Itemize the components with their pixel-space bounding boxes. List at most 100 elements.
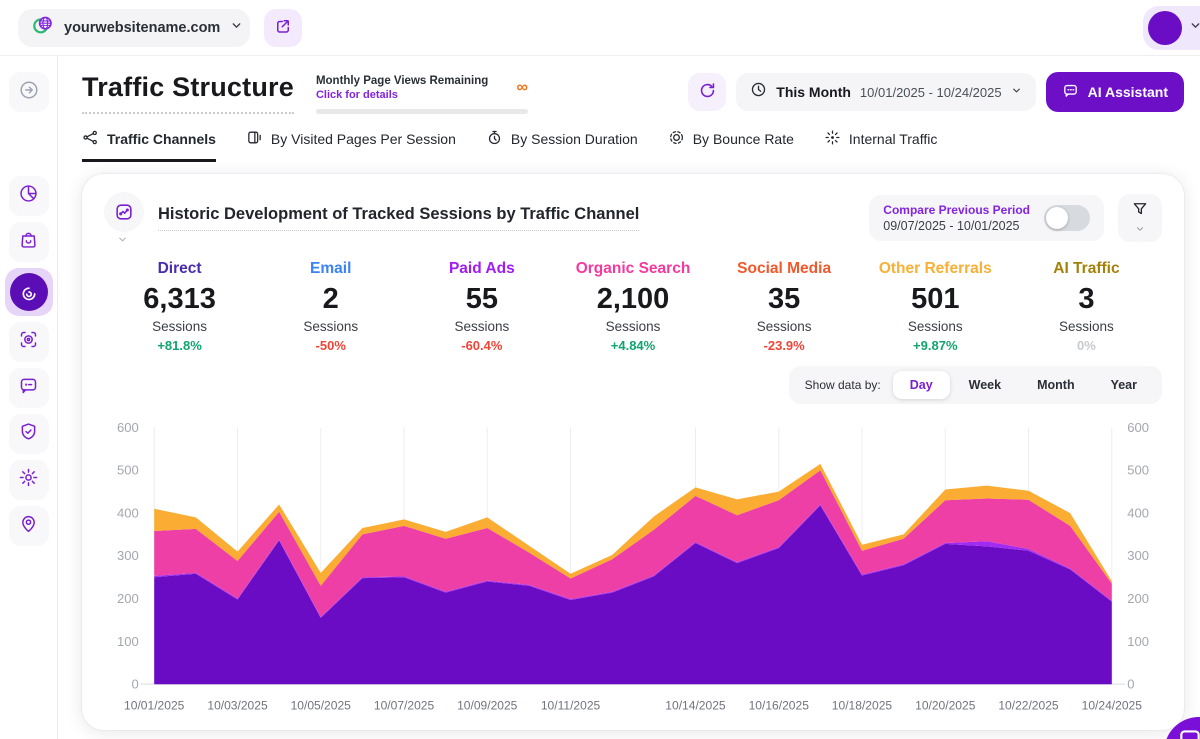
external-link-icon — [274, 17, 292, 38]
stat-value: 35 — [768, 283, 801, 315]
stat-value: 6,313 — [143, 283, 216, 315]
chart-type-selector[interactable] — [104, 192, 144, 244]
funnel-icon — [1131, 200, 1149, 221]
tab-label: Traffic Channels — [107, 131, 216, 147]
svg-text:10/11/2025: 10/11/2025 — [541, 698, 601, 712]
filter-button[interactable] — [1118, 194, 1162, 242]
stat-paid-ads[interactable]: Paid Ads 55 Sessions -60.4% — [406, 260, 557, 353]
svg-text:10/22/2025: 10/22/2025 — [998, 698, 1059, 712]
svg-text:10/24/2025: 10/24/2025 — [1082, 698, 1143, 712]
stat-direct[interactable]: Direct 6,313 Sessions +81.8% — [104, 260, 255, 353]
stat-unit: Sessions — [1059, 319, 1114, 334]
stat-change: +9.87% — [913, 338, 958, 353]
refresh-button[interactable] — [688, 73, 727, 111]
website-logo-globe-icon — [32, 14, 54, 41]
stat-social-media[interactable]: Social Media 35 Sessions -23.9% — [709, 260, 860, 353]
sidebar-item-overview[interactable] — [8, 176, 49, 216]
sidebar-item-tracking[interactable] — [8, 322, 49, 362]
dashed-sun-icon — [824, 129, 841, 149]
svg-text:100: 100 — [1127, 634, 1149, 649]
svg-text:10/09/2025: 10/09/2025 — [457, 698, 518, 712]
tab-label: By Visited Pages Per Session — [270, 131, 456, 147]
website-name: yourwebsitename.com — [64, 19, 221, 36]
stat-unit: Sessions — [605, 319, 661, 334]
page-views-quota: Monthly Page Views Remaining Click for d… — [315, 75, 528, 114]
open-website-button[interactable] — [264, 8, 302, 47]
infinity-value: ∞ — [516, 79, 528, 96]
svg-text:100: 100 — [117, 634, 139, 649]
stat-unit: Sessions — [756, 319, 812, 334]
stat-change: 0% — [1077, 338, 1096, 353]
stat-unit: Sessions — [454, 319, 510, 334]
granularity-label: Show data by: — [804, 378, 881, 392]
chevron-down-icon — [1011, 83, 1022, 101]
topbar: yourwebsitename.com — [0, 0, 1200, 56]
website-selector[interactable]: yourwebsitename.com — [18, 8, 250, 47]
card-title: Historic Development of Tracked Sessions… — [158, 205, 640, 231]
sidebar — [0, 56, 58, 739]
compare-toggle[interactable] — [1044, 205, 1090, 231]
chart-canvas: 0 0 100 100 200 200 300 300 400 400 500 500 600 600 10… — [117, 420, 1149, 713]
shopping-bag-icon — [18, 229, 39, 255]
orbit-target-icon — [668, 129, 685, 149]
chat-bubble-icon — [1180, 730, 1200, 739]
ai-assistant-button[interactable]: AI Assistant — [1045, 72, 1184, 112]
stat-value: 3 — [1078, 283, 1095, 315]
stat-organic-search[interactable]: Organic Search 2,100 Sessions +4.84% — [557, 260, 708, 353]
scan-target-icon — [18, 329, 39, 355]
stat-value: 55 — [465, 283, 498, 315]
report-tabs: Traffic Channels By Visited Pages Per Se… — [82, 129, 1184, 162]
sidebar-item-locations[interactable] — [8, 506, 49, 546]
svg-text:500: 500 — [117, 463, 139, 478]
quota-progress-bar — [315, 109, 528, 114]
tab-bounce-rate[interactable]: By Bounce Rate — [668, 129, 794, 162]
sidebar-collapse-button[interactable] — [8, 72, 49, 112]
granularity-month[interactable]: Month — [1037, 378, 1075, 392]
svg-text:400: 400 — [1127, 505, 1149, 520]
stat-unit: Sessions — [152, 319, 207, 334]
account-menu[interactable] — [1143, 5, 1200, 50]
granularity-week[interactable]: Week — [968, 378, 1002, 392]
svg-text:600: 600 — [1127, 420, 1149, 435]
compare-previous-period: Compare Previous Period 09/07/2025 - 10/… — [869, 195, 1104, 241]
sidebar-item-settings[interactable] — [8, 460, 49, 500]
chat-bubble-icon — [18, 375, 39, 401]
stat-ai-traffic[interactable]: AI Traffic 3 Sessions 0% — [1011, 260, 1162, 353]
tab-internal-traffic[interactable]: Internal Traffic — [824, 129, 937, 162]
pie-chart-icon — [18, 183, 39, 209]
quota-details-link[interactable]: Click for details — [315, 89, 398, 101]
chat-bubble-icon — [1062, 82, 1079, 102]
stat-email[interactable]: Email 2 Sessions -50% — [255, 260, 406, 353]
svg-text:200: 200 — [1127, 591, 1149, 606]
sessions-stacked-area-chart[interactable]: 0 0 100 100 200 200 300 300 400 400 500 500 600 600 10… — [104, 412, 1162, 717]
traffic-spiral-icon — [9, 273, 48, 311]
sidebar-item-security[interactable] — [8, 414, 49, 454]
stat-value: 501 — [911, 283, 960, 315]
granularity-year[interactable]: Year — [1110, 378, 1137, 392]
tab-traffic-channels[interactable]: Traffic Channels — [82, 129, 216, 162]
sidebar-item-store[interactable] — [8, 222, 49, 262]
compare-range: 09/07/2025 - 10/01/2025 — [883, 219, 1020, 233]
map-pin-icon — [18, 513, 39, 539]
stat-name: Email — [310, 260, 352, 277]
chevron-down-icon — [230, 19, 243, 37]
svg-text:10/18/2025: 10/18/2025 — [832, 698, 893, 712]
stat-name: Organic Search — [575, 260, 691, 277]
page-title: Traffic Structure — [82, 72, 294, 114]
stat-change: +81.8% — [157, 338, 202, 353]
svg-text:10/07/2025: 10/07/2025 — [374, 698, 435, 712]
main-content: Traffic Structure Monthly Page Views Rem… — [58, 56, 1200, 739]
chevron-down-icon — [1135, 222, 1145, 237]
date-range-selector[interactable]: This Month 10/01/2025 - 10/24/2025 — [736, 73, 1036, 111]
stat-other-referrals[interactable]: Other Referrals 501 Sessions +9.87% — [860, 260, 1011, 353]
tab-label: By Session Duration — [510, 131, 638, 147]
granularity-day[interactable]: Day — [892, 371, 950, 399]
svg-text:10/01/2025: 10/01/2025 — [124, 698, 185, 712]
stat-name: Direct — [157, 260, 202, 277]
stat-change: +4.84% — [610, 338, 656, 353]
tab-visited-pages-per-session[interactable]: By Visited Pages Per Session — [246, 129, 456, 162]
stat-value: 2,100 — [596, 283, 670, 315]
sidebar-item-messages[interactable] — [8, 368, 49, 408]
sidebar-item-traffic-structure[interactable] — [4, 268, 53, 316]
tab-session-duration[interactable]: By Session Duration — [486, 129, 638, 162]
